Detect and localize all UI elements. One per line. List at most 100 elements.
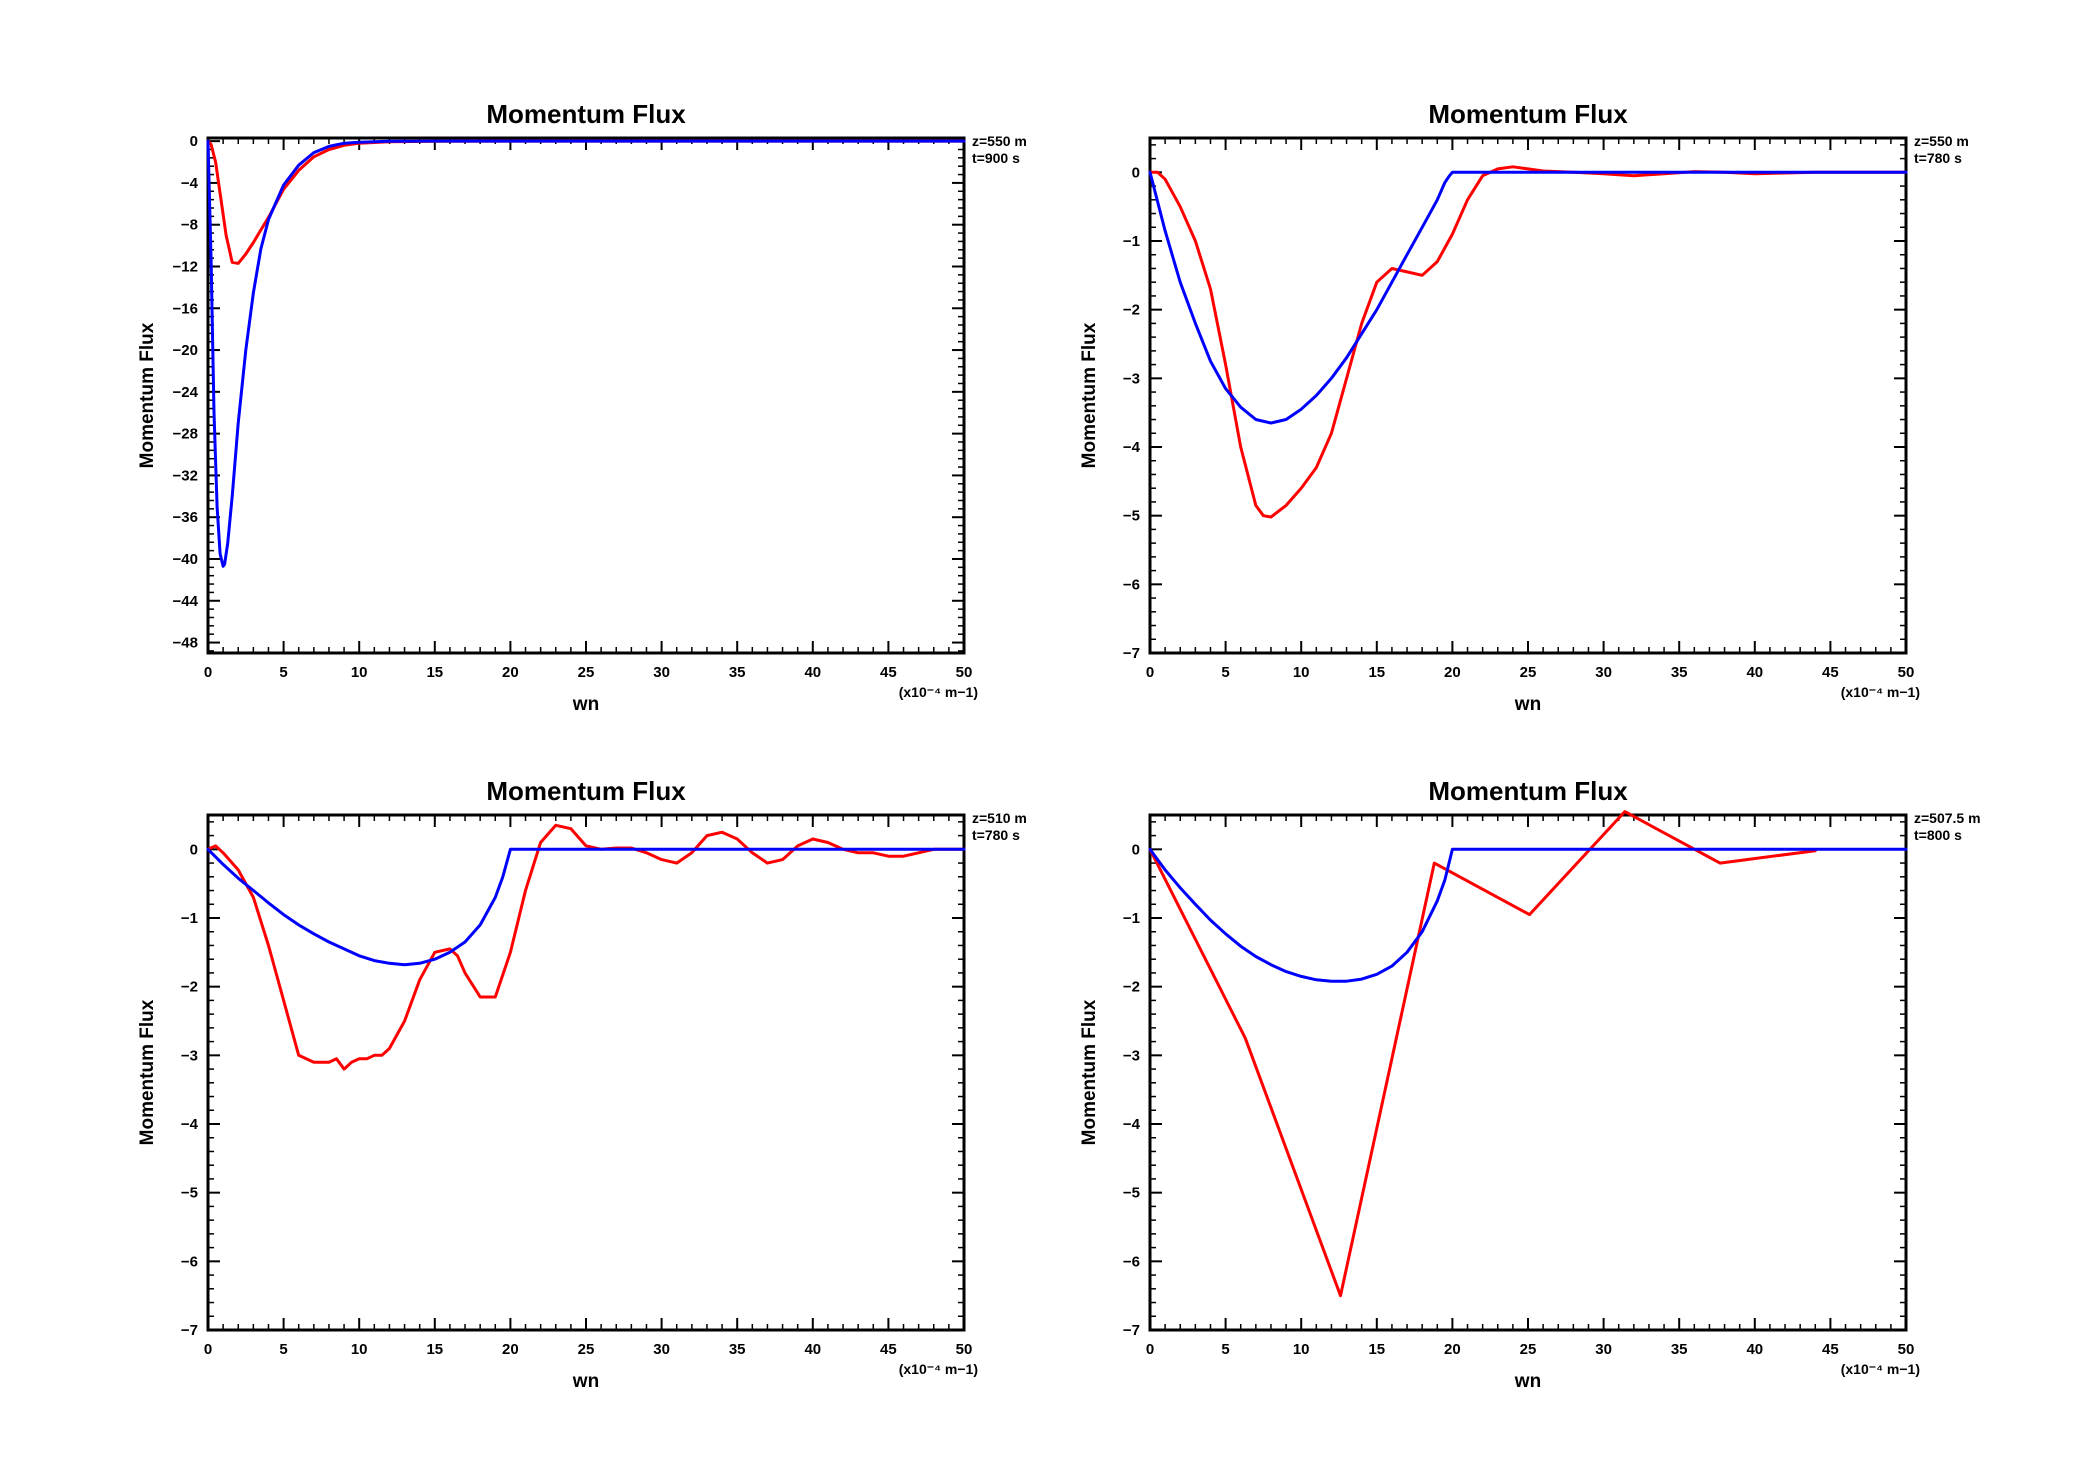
x-tick-label: 15 — [426, 1341, 443, 1358]
y-tick-label: −1 — [1123, 233, 1140, 250]
x-tick-label: 20 — [1444, 1341, 1461, 1358]
y-tick-label: −2 — [1123, 302, 1140, 319]
x-scale-note: (x10⁻⁴ m−1) — [1841, 1361, 1920, 1377]
x-tick-label: 50 — [956, 1341, 973, 1358]
x-tick-label: 5 — [1221, 664, 1229, 681]
plot-frame — [206, 136, 966, 655]
theory-series-line — [1148, 847, 1908, 983]
x-tick-label: 5 — [1221, 1341, 1229, 1358]
y-tick-label: −4 — [1123, 439, 1141, 456]
x-tick-label: 45 — [880, 664, 897, 681]
y-tick-label: −28 — [173, 426, 198, 443]
y-tick-label: 0 — [1132, 841, 1140, 858]
x-tick-label: 10 — [1293, 664, 1310, 681]
x-tick-label: 25 — [578, 1341, 595, 1358]
annotation: z=507.5 m — [1914, 810, 1981, 826]
y-tick-label: −44 — [173, 593, 199, 610]
annotation: z=550 m — [972, 133, 1027, 149]
y-tick-label: −6 — [1123, 576, 1140, 593]
x-tick-label: 0 — [204, 1341, 212, 1358]
y-tick-label: −1 — [181, 910, 198, 927]
x-tick-label: 45 — [1822, 1341, 1839, 1358]
chart-panel-1: Momentum Flux 0 5 10 15 20 25 30 35 40 45 50 0 −4 −8 −1… — [137, 99, 1027, 715]
x-tick-label: 10 — [1293, 1341, 1310, 1358]
theory-series-line — [206, 139, 966, 568]
annotation: t=780 s — [1914, 150, 1962, 166]
y-tick-label: −40 — [173, 551, 198, 568]
model-series-line — [1148, 810, 1817, 1298]
x-tick-label: 50 — [1898, 664, 1915, 681]
y-tick-label: −5 — [1123, 508, 1140, 525]
x-tick-label: 15 — [426, 664, 443, 681]
plot-frame — [1148, 136, 1908, 655]
chart-panel-2: Momentum Flux 0 5 10 15 20 25 30 35 40 45 50 0 −1 −2 −3… — [1079, 99, 1969, 715]
chart-title: Momentum Flux — [486, 99, 686, 129]
x-tick-label: 20 — [1444, 664, 1461, 681]
y-tick-label: −5 — [181, 1185, 198, 1202]
chart-title: Momentum Flux — [1428, 99, 1628, 129]
x-tick-label: 45 — [1822, 664, 1839, 681]
chart-title: Momentum Flux — [1428, 776, 1628, 806]
annotation: t=800 s — [1914, 827, 1962, 843]
x-tick-label: 35 — [1671, 664, 1688, 681]
x-tick-label: 40 — [804, 664, 821, 681]
plot-frame — [1148, 813, 1908, 1332]
y-tick-label: 0 — [1132, 164, 1140, 181]
x-tick-label: 35 — [1671, 1341, 1688, 1358]
y-tick-label: −32 — [173, 467, 198, 484]
model-series-line — [1148, 165, 1908, 519]
x-tick-label: 0 — [1146, 1341, 1154, 1358]
x-tick-label: 10 — [351, 1341, 368, 1358]
y-tick-label: −3 — [181, 1047, 198, 1064]
y-tick-label: −2 — [181, 979, 198, 996]
y-axis-label: Momentum Flux — [1079, 322, 1100, 468]
x-tick-label: 25 — [1520, 1341, 1537, 1358]
y-tick-label: −7 — [1123, 1322, 1140, 1339]
y-tick-label: −5 — [1123, 1185, 1140, 1202]
y-tick-label: −8 — [181, 217, 198, 234]
x-tick-label: 30 — [653, 1341, 670, 1358]
chart-title: Momentum Flux — [486, 776, 686, 806]
y-tick-label: −7 — [1123, 645, 1140, 662]
x-tick-label: 40 — [1746, 664, 1763, 681]
x-tick-label: 25 — [578, 664, 595, 681]
x-scale-note: (x10⁻⁴ m−1) — [899, 1361, 978, 1377]
x-tick-label: 40 — [804, 1341, 821, 1358]
x-tick-label: 30 — [653, 664, 670, 681]
theory-series-line — [1148, 170, 1908, 425]
x-tick-label: 50 — [956, 664, 973, 681]
y-tick-label: −6 — [181, 1253, 198, 1270]
y-tick-label: −3 — [1123, 1047, 1140, 1064]
x-tick-label: 0 — [204, 664, 212, 681]
y-tick-label: −3 — [1123, 370, 1140, 387]
x-tick-label: 5 — [279, 664, 287, 681]
x-tick-label: 35 — [729, 664, 746, 681]
x-tick-label: 35 — [729, 1341, 746, 1358]
x-axis-label: wn — [1514, 1371, 1541, 1392]
y-axis-label: Momentum Flux — [1079, 999, 1100, 1145]
x-tick-label: 25 — [1520, 664, 1537, 681]
y-tick-label: −4 — [181, 1116, 199, 1133]
y-axis-label: Momentum Flux — [137, 999, 158, 1145]
y-tick-label: −4 — [181, 175, 199, 192]
x-tick-label: 0 — [1146, 664, 1154, 681]
y-tick-label: −16 — [173, 300, 198, 317]
x-tick-label: 15 — [1368, 664, 1385, 681]
x-tick-label: 20 — [502, 1341, 519, 1358]
y-tick-label: −20 — [173, 342, 198, 359]
theory-series-line — [206, 847, 966, 967]
x-tick-label: 45 — [880, 1341, 897, 1358]
x-axis-label: wn — [572, 1371, 599, 1392]
x-tick-label: 40 — [1746, 1341, 1763, 1358]
y-tick-label: 0 — [190, 841, 198, 858]
y-tick-label: −36 — [173, 509, 198, 526]
annotation: z=510 m — [972, 810, 1027, 826]
y-tick-label: −6 — [1123, 1253, 1140, 1270]
annotation: t=780 s — [972, 827, 1020, 843]
x-tick-label: 10 — [351, 664, 368, 681]
y-tick-label: −48 — [173, 635, 198, 652]
x-tick-label: 5 — [279, 1341, 287, 1358]
x-scale-note: (x10⁻⁴ m−1) — [1841, 684, 1920, 700]
y-tick-label: −4 — [1123, 1116, 1141, 1133]
